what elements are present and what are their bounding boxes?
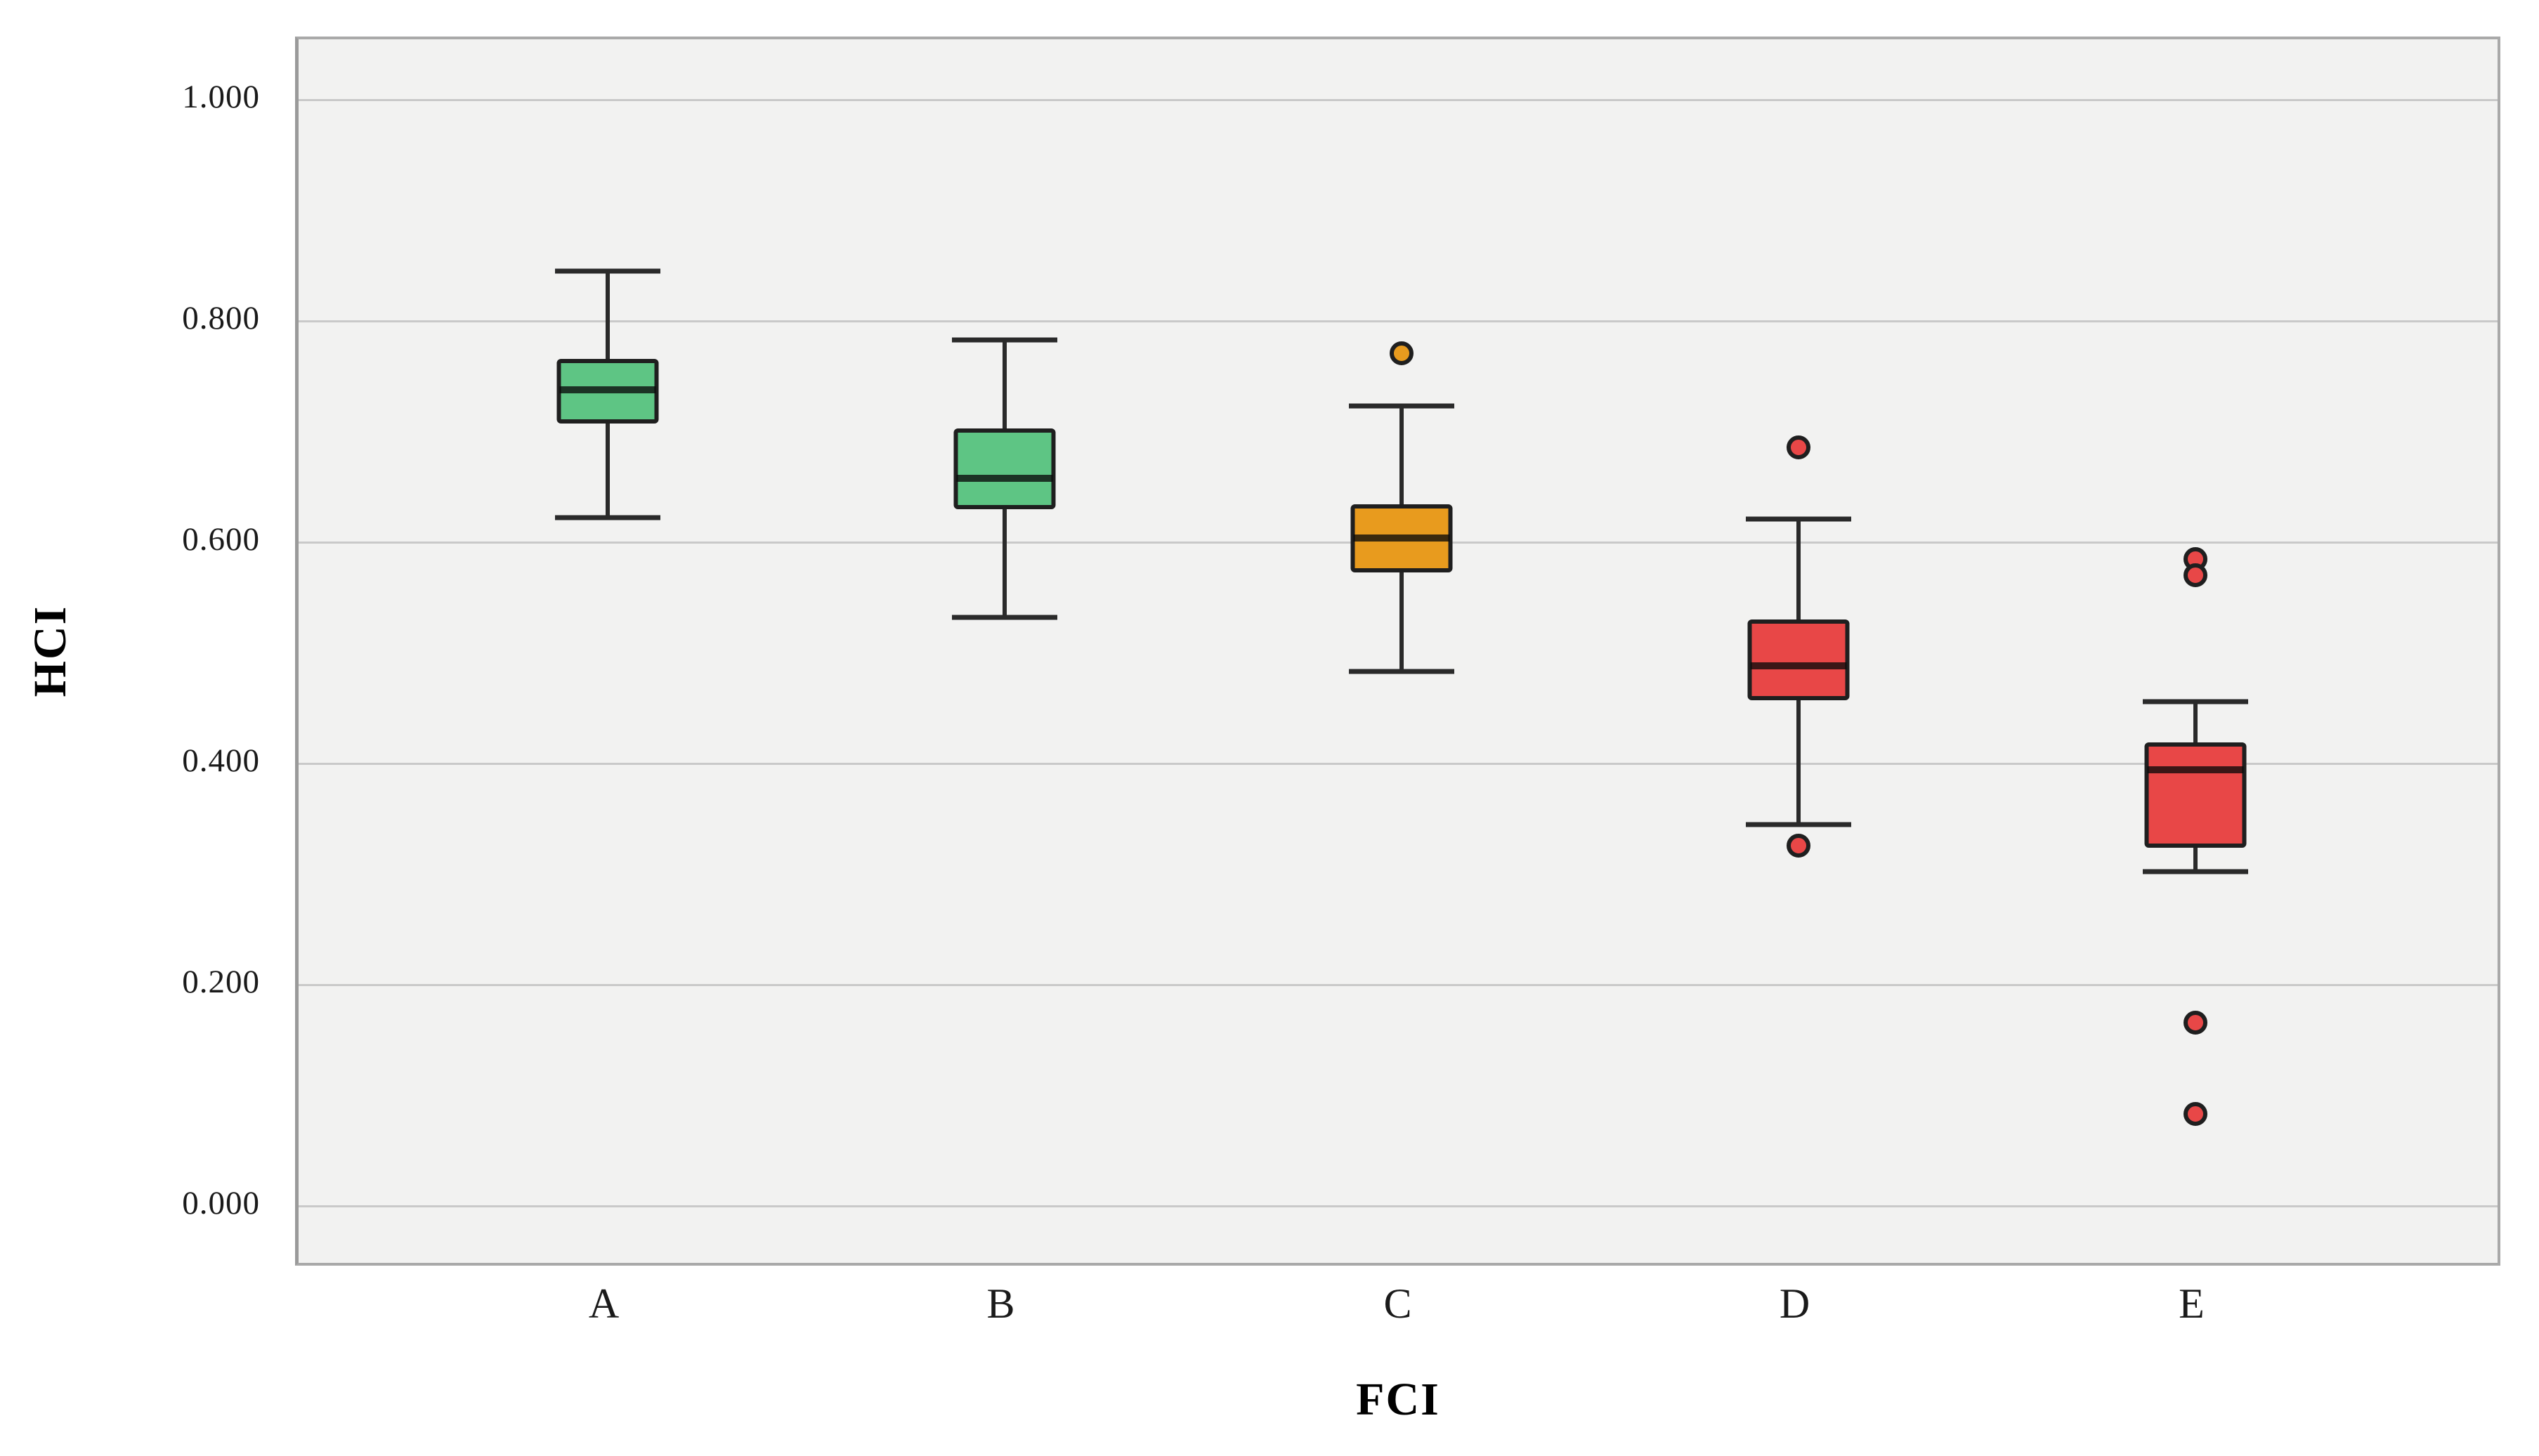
- whisker-cap-bottom: [1348, 669, 1454, 674]
- whisker-cap-bottom: [2142, 869, 2248, 874]
- whisker-cap-top: [1348, 403, 1454, 409]
- outlier-point: [2183, 1010, 2207, 1035]
- x-axis-title: FCI: [1356, 1374, 1440, 1425]
- median-line: [1353, 534, 1449, 542]
- outlier-point: [2183, 563, 2207, 588]
- x-category-label: E: [2179, 1280, 2205, 1327]
- whisker-cap-top: [951, 337, 1057, 343]
- y-tick-label: 0.200: [182, 964, 260, 1000]
- whisker-cap-top: [554, 268, 660, 274]
- whisker-cap-bottom: [554, 515, 660, 520]
- y-tick-label: 0.600: [182, 521, 260, 558]
- outlier-point: [2183, 1102, 2207, 1127]
- whisker-cap-top: [1745, 516, 1851, 522]
- x-category-label: B: [986, 1280, 1015, 1327]
- y-tick-label: 0.000: [182, 1185, 260, 1221]
- gridline: [299, 98, 2498, 101]
- median-line: [559, 386, 655, 393]
- whisker-cap-top: [2142, 699, 2248, 704]
- y-tick-label: 0.800: [182, 300, 260, 336]
- gridline: [299, 983, 2498, 986]
- outlier-point: [1389, 341, 1414, 365]
- box: [953, 428, 1055, 509]
- gridline: [299, 320, 2498, 322]
- median-line: [2147, 766, 2243, 774]
- x-category-label: C: [1383, 1280, 1412, 1327]
- box: [2144, 742, 2246, 848]
- y-tick-label: 0.400: [182, 742, 260, 779]
- outlier-point: [1786, 833, 1810, 858]
- x-category-label: A: [588, 1280, 620, 1327]
- median-line: [1750, 662, 1846, 670]
- y-tick-label: 1.000: [182, 79, 260, 115]
- gridline: [299, 1205, 2498, 1207]
- y-axis-title: HCI: [25, 605, 76, 697]
- outlier-point: [1786, 435, 1810, 459]
- plot-area: [295, 37, 2500, 1266]
- whisker-cap-bottom: [1745, 822, 1851, 827]
- gridline: [299, 762, 2498, 765]
- box: [1747, 619, 1849, 701]
- whisker-cap-bottom: [951, 615, 1057, 620]
- x-category-label: D: [1779, 1280, 1810, 1327]
- median-line: [956, 474, 1052, 482]
